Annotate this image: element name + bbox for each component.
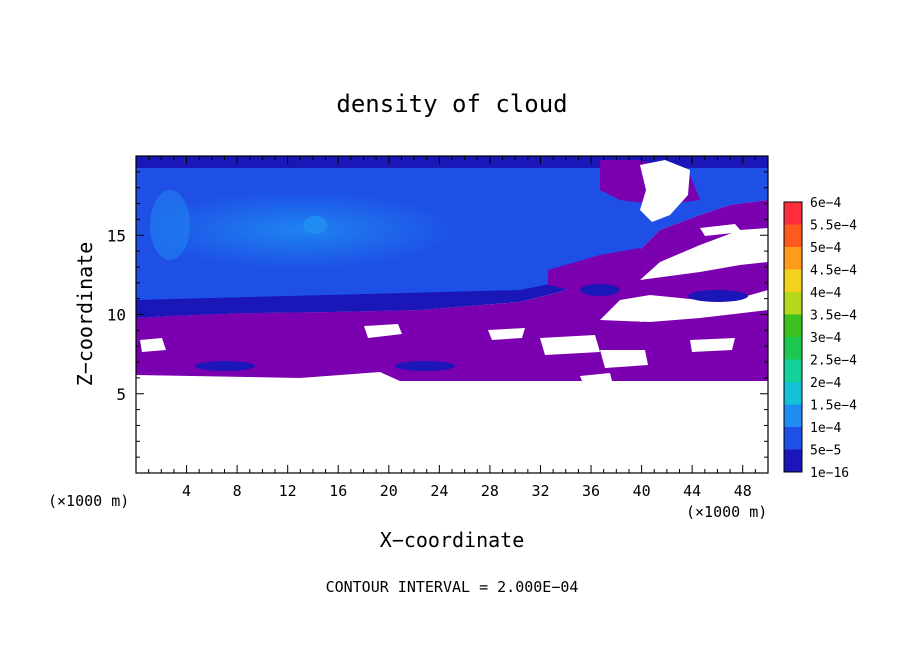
colorbar-swatch [784,404,802,427]
x-tick-label: 28 [481,482,499,500]
colorbar-label: 5.5e−4 [810,219,857,234]
cloud-blob [395,361,455,371]
colorbar-swatch [784,224,802,247]
colorbar: 1e−16 5e−5 1e−4 1.5e−4 2e−4 2.5e−4 3e−4 3.5e−4 4… [783,196,857,481]
colorbar-swatch [784,427,802,450]
colorbar-swatch [784,269,802,292]
x-tick-label: 8 [233,482,242,500]
cloud-core [140,190,460,270]
colorbar-label: 2.5e−4 [810,354,857,369]
colorbar-label: 4.5e−4 [810,264,857,279]
x-tick-label: 16 [329,482,347,500]
x-tick-label: 20 [380,482,398,500]
colorbar-swatch [784,292,802,315]
contour-interval-note: CONTOUR INTERVAL = 2.000E−04 [326,578,579,596]
colorbar-label: 5e−4 [810,241,841,256]
colorbar-swatch [784,314,802,337]
y-tick-label: 15 [107,226,126,245]
colorbar-label: 3e−4 [810,331,841,346]
chart-title: density of cloud [336,90,567,118]
colorbar-label: 3.5e−4 [810,309,857,324]
cloud-core-left [150,190,190,260]
x-tick-label: 40 [633,482,651,500]
contour-field [136,156,768,473]
x-tick-label: 48 [734,482,752,500]
x-axis-unit: (×1000 m) [48,492,129,510]
y-axis: 5 10 15 [107,171,768,458]
colorbar-swatch [784,337,802,360]
clear-air-gaps [136,160,768,473]
x-tick-label: 44 [683,482,701,500]
y-tick-label: 10 [107,306,126,325]
colorbar-label: 6e−4 [810,196,841,211]
colorbar-swatch [784,449,802,472]
cloud-base-band [136,265,605,318]
colorbar-swatch [784,247,802,270]
cloud-core-bright [303,216,327,234]
colorbar-label: 4e−4 [810,286,841,301]
x-tick-label: 4 [182,482,191,500]
x-axis: 4 8 12 16 20 24 28 32 36 40 44 48 [148,156,756,500]
y-tick-label: 5 [116,385,126,404]
low-density-patch [548,248,650,290]
cloud-blob [195,361,255,371]
x-tick-label: 12 [279,482,297,500]
colorbar-swatch [784,202,802,225]
colorbar-swatch [784,359,802,382]
colorbar-label: 5e−5 [810,444,841,459]
colorbar-frame [783,201,803,473]
colorbar-label: 1.5e−4 [810,399,857,414]
colorbar-swatch [784,382,802,405]
y-axis-label: Z−coordinate [73,242,97,387]
x-tick-label: 36 [582,482,600,500]
x-axis-unit-right: (×1000 m) [686,503,767,521]
low-density-region [136,200,768,381]
cloud-blob [580,284,620,296]
x-tick-label: 32 [531,482,549,500]
colorbar-label: 1e−4 [810,421,841,436]
x-axis-label: X−coordinate [380,528,525,552]
colorbar-label: 2e−4 [810,376,841,391]
cloud-blob [688,290,748,302]
colorbar-label: 1e−16 [810,466,849,481]
x-tick-label: 24 [430,482,448,500]
